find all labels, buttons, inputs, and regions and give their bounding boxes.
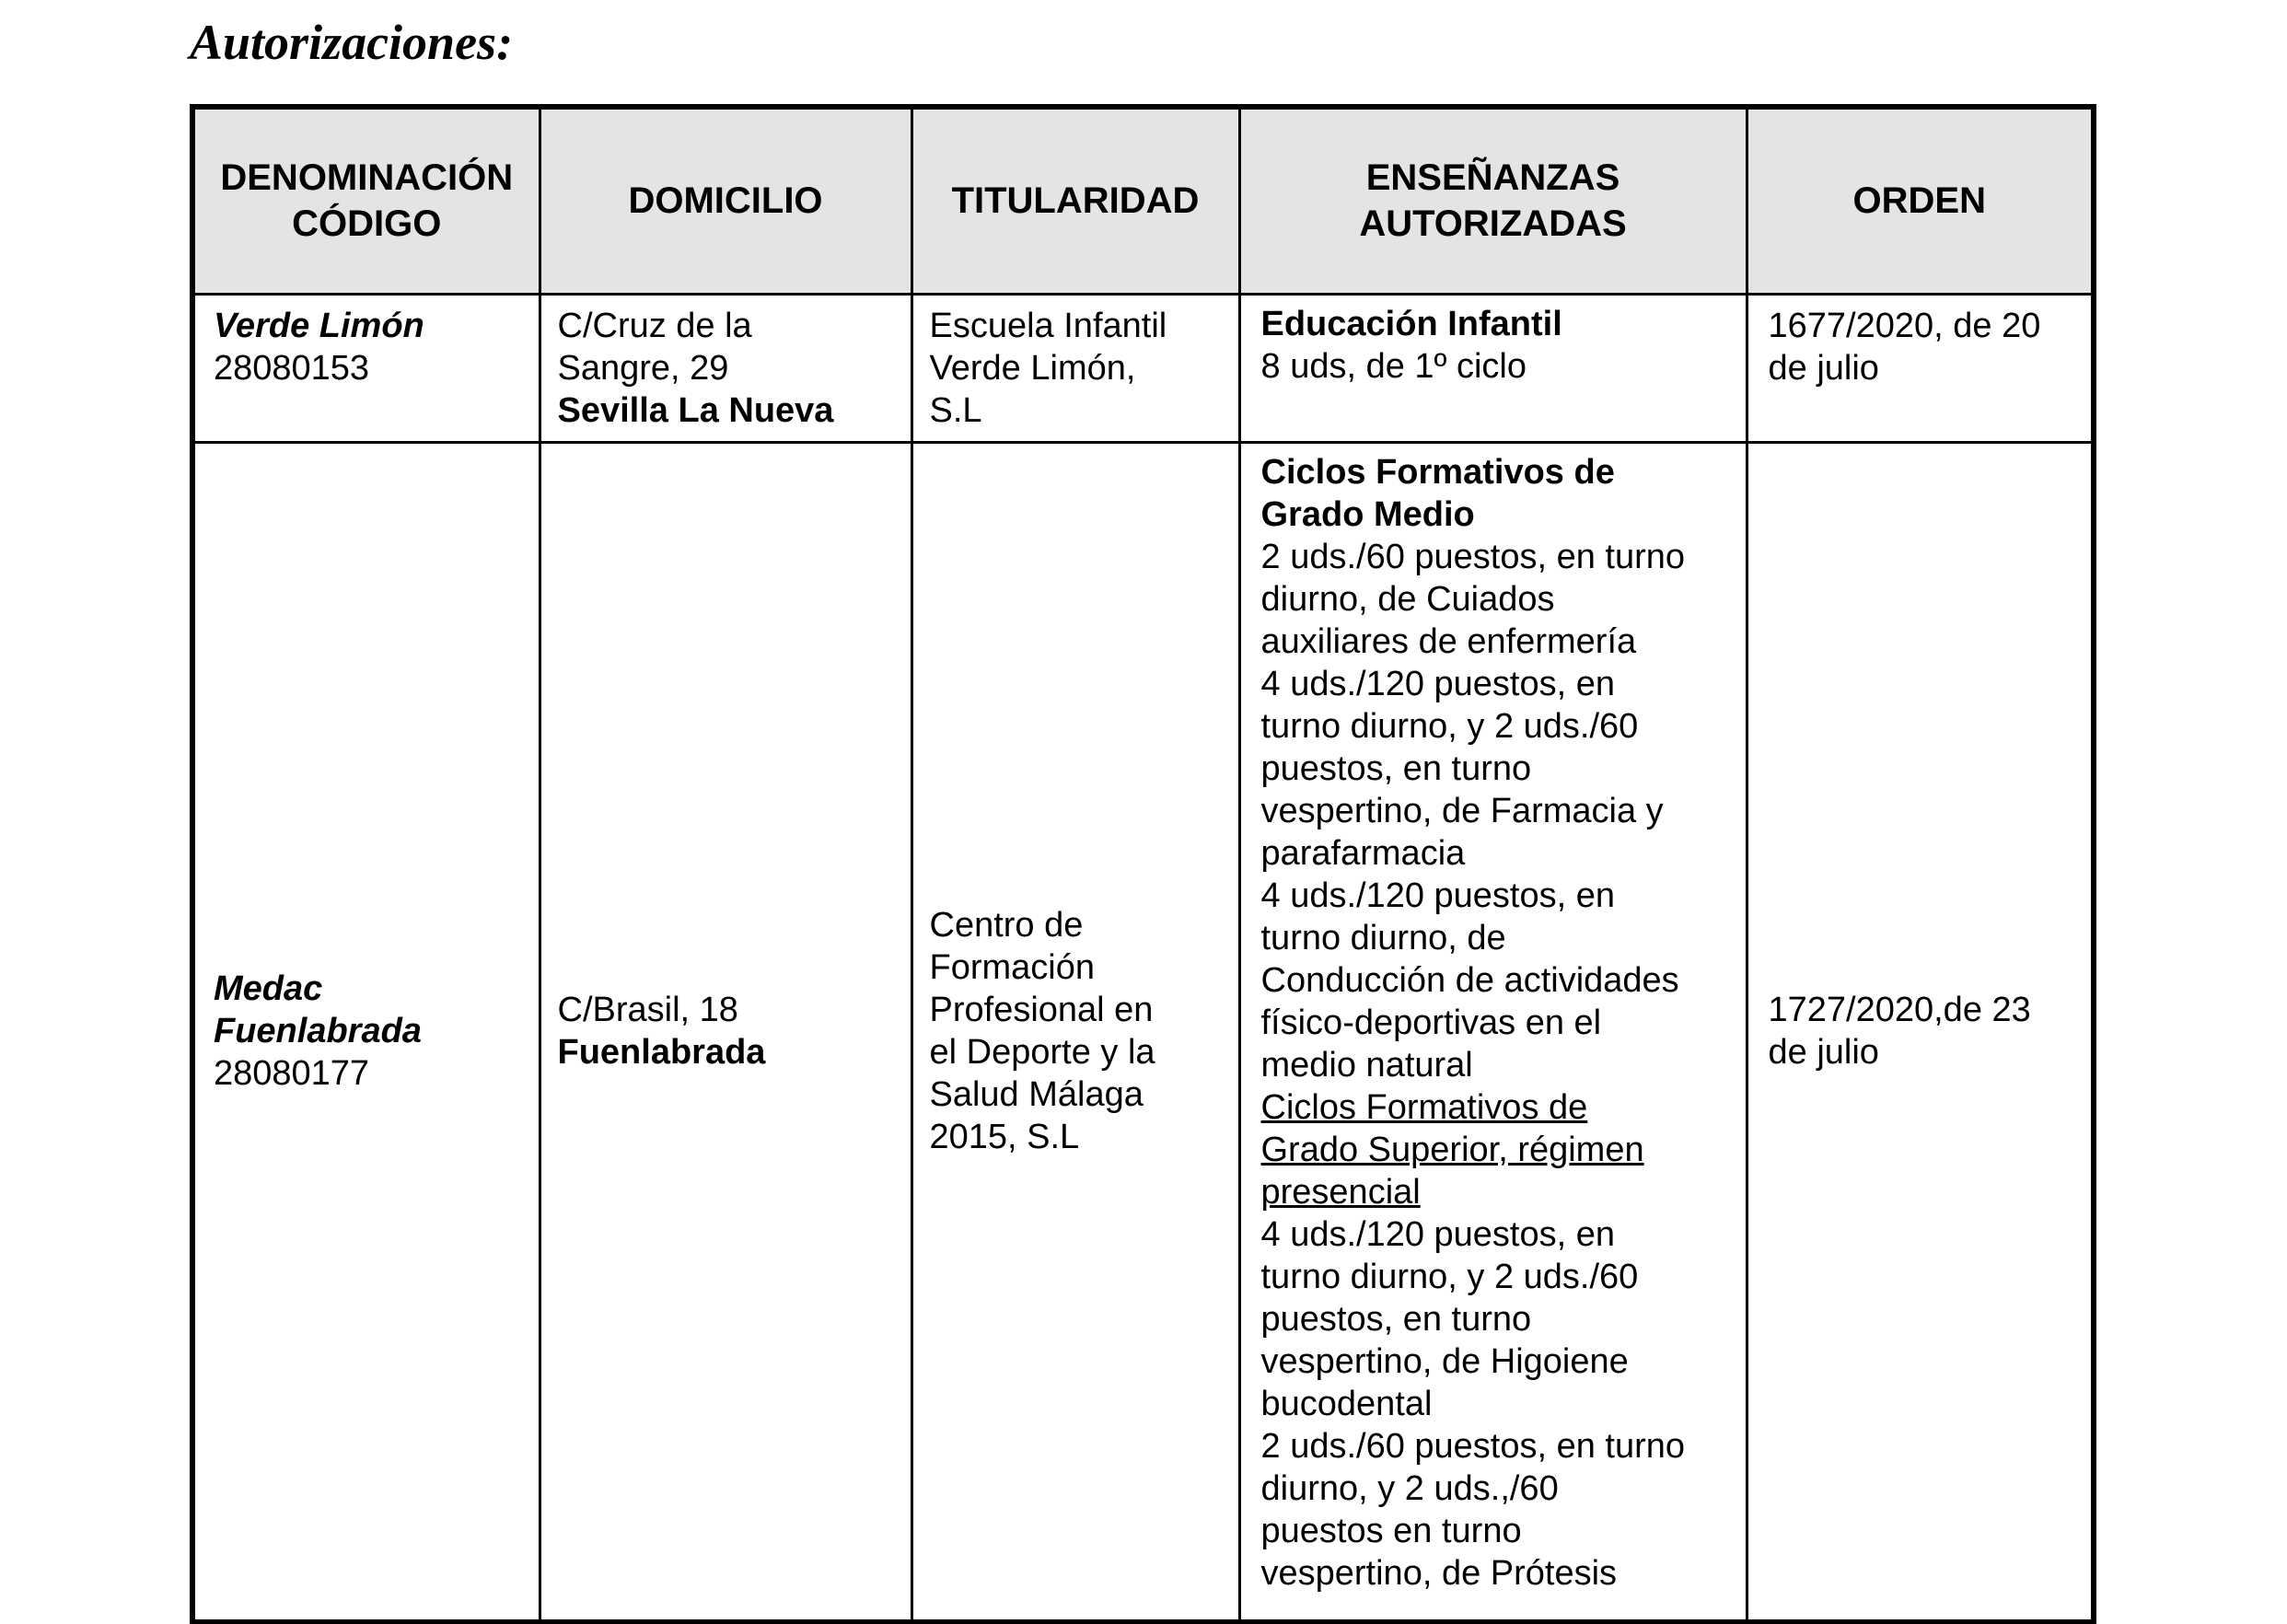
text-line: Ciclos Formativos de Grado Superior, rég… bbox=[1260, 1087, 1644, 1212]
text-line: Escuela Infantil Verde Limón, S.L bbox=[929, 306, 1167, 430]
page-title: Autorizaciones: bbox=[190, 15, 514, 70]
text-line: 2 uds./60 puestos, en turno diurno, de C… bbox=[1260, 537, 1686, 661]
cell-denominacion: Verde Limón 28080153 bbox=[191, 292, 541, 444]
text-line: 2 uds./60 puestos, en turno diurno, y 2 … bbox=[1260, 1426, 1686, 1593]
cell-domicilio: C/Cruz de la Sangre, 29 Sevilla La Nueva bbox=[538, 292, 913, 444]
cell-titularidad: Centro de Formación Profesional en el De… bbox=[910, 440, 1241, 1624]
column-header-orden: ORDEN bbox=[1745, 105, 2095, 296]
text-line: 28080153 bbox=[214, 348, 370, 388]
table-header: DENOMINACIÓN CÓDIGO DOMICILIO TITULARIDAD E… bbox=[191, 105, 2095, 296]
cell-domicilio: C/Brasil, 18 Fuenlabrada bbox=[538, 440, 913, 1624]
table-body: Verde Limón 28080153 C/Cruz de la Sangre, … bbox=[191, 292, 2095, 1624]
text-line: Educación Infantil bbox=[1260, 304, 1562, 343]
text-line: Ciclos Formativos de Grado Medio bbox=[1260, 452, 1615, 534]
text-line: C/Cruz de la Sangre, 29 bbox=[557, 306, 752, 388]
cell-ensenanzas: Ciclos Formativos de Grado Medio 2 uds./6… bbox=[1237, 440, 1748, 1624]
text-line: Centro de Formación Profesional en el De… bbox=[929, 906, 1155, 1157]
table-row: Medac Fuenlabrada 28080177 C/Brasil, 18 Fue… bbox=[191, 440, 2095, 1624]
cell-orden: 1727/2020,de 23 de julio bbox=[1745, 440, 2095, 1624]
cell-ensenanzas: Educación Infantil 8 uds, de 1º ciclo bbox=[1237, 292, 1748, 444]
text-line: Medac Fuenlabrada bbox=[214, 969, 422, 1051]
cell-orden: 1677/2020, de 20 de julio bbox=[1745, 292, 2095, 444]
text-line: 4 uds./120 puestos, en turno diurno, y 2… bbox=[1260, 664, 1664, 873]
table-row: Verde Limón 28080153 C/Cruz de la Sangre, … bbox=[191, 292, 2095, 444]
text-line: Sevilla La Nueva bbox=[557, 390, 834, 430]
text-line: C/Brasil, 18 bbox=[557, 991, 738, 1030]
text-line: 4 uds./120 puestos, en turno diurno, de … bbox=[1260, 876, 1679, 1085]
column-header-titularidad: TITULARIDAD bbox=[910, 105, 1241, 296]
text-line: Fuenlabrada bbox=[557, 1033, 766, 1073]
text-line: 1727/2020,de 23 de julio bbox=[1768, 991, 2031, 1073]
table-header-row: DENOMINACIÓN CÓDIGO DOMICILIO TITULARIDAD E… bbox=[191, 105, 2095, 296]
cell-denominacion: Medac Fuenlabrada 28080177 bbox=[191, 440, 541, 1624]
column-header-ensenanzas: ENSEÑANZAS AUTORIZADAS bbox=[1237, 105, 1748, 296]
text-line: 8 uds, de 1º ciclo bbox=[1260, 346, 1527, 386]
text-line: 1677/2020, de 20 de julio bbox=[1768, 306, 2041, 388]
cell-titularidad: Escuela Infantil Verde Limón, S.L bbox=[910, 292, 1241, 444]
column-header-denominacion: DENOMINACIÓN CÓDIGO bbox=[191, 105, 541, 296]
text-line: Verde Limón bbox=[214, 306, 424, 345]
authorizations-table: DENOMINACIÓN CÓDIGO DOMICILIO TITULARIDAD E… bbox=[190, 104, 2096, 1624]
column-header-domicilio: DOMICILIO bbox=[538, 105, 913, 296]
text-line: 4 uds./120 puestos, en turno diurno, y 2… bbox=[1260, 1214, 1639, 1423]
text-line: 28080177 bbox=[214, 1054, 370, 1094]
